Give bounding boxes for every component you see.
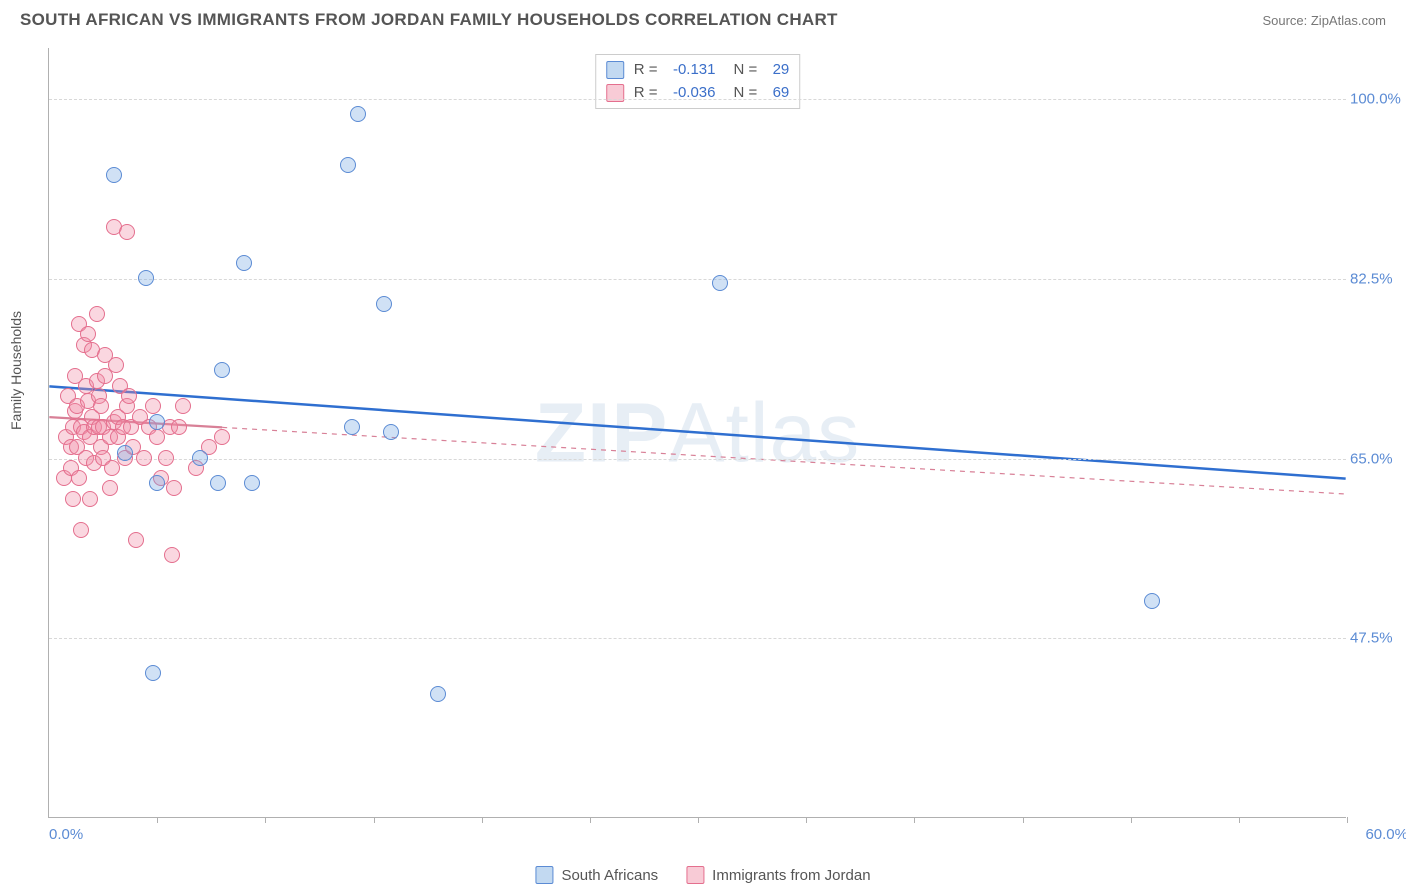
x-tick	[1131, 817, 1132, 823]
x-tick	[374, 817, 375, 823]
x-tick	[806, 817, 807, 823]
swatch-icon	[606, 61, 624, 79]
data-point	[376, 296, 392, 312]
n-value: 69	[763, 82, 789, 105]
y-axis-label: Family Households	[8, 311, 24, 430]
x-tick	[1239, 817, 1240, 823]
r-value: -0.131	[664, 59, 716, 82]
data-point	[192, 450, 208, 466]
legend-label: Immigrants from Jordan	[712, 867, 870, 884]
data-point	[164, 547, 180, 563]
watermark: ZIPAtlas	[535, 384, 860, 481]
trend-lines	[49, 48, 1346, 817]
watermark-atlas: Atlas	[668, 385, 860, 479]
data-point	[171, 419, 187, 435]
bottom-legend: South Africans Immigrants from Jordan	[535, 866, 870, 884]
x-axis-max-label: 60.0%	[1365, 826, 1406, 843]
data-point	[71, 470, 87, 486]
data-point	[82, 491, 98, 507]
swatch-icon	[686, 866, 704, 884]
watermark-zip: ZIP	[535, 385, 669, 479]
data-point	[145, 398, 161, 414]
gridline	[49, 279, 1346, 280]
data-point	[80, 326, 96, 342]
gridline	[49, 99, 1346, 100]
data-point	[236, 255, 252, 271]
x-tick	[1347, 817, 1348, 823]
data-point	[138, 270, 154, 286]
data-point	[210, 475, 226, 491]
data-point	[340, 157, 356, 173]
x-tick	[590, 817, 591, 823]
data-point	[344, 419, 360, 435]
stats-legend: R = -0.131 N = 29 R = -0.036 N = 69	[595, 54, 801, 109]
data-point	[149, 475, 165, 491]
data-point	[175, 398, 191, 414]
data-point	[1144, 593, 1160, 609]
data-point	[128, 532, 144, 548]
data-point	[65, 491, 81, 507]
data-point	[158, 450, 174, 466]
gridline	[49, 638, 1346, 639]
data-point	[108, 357, 124, 373]
y-tick-label: 47.5%	[1350, 630, 1406, 647]
data-point	[166, 480, 182, 496]
data-point	[145, 665, 161, 681]
r-label: R =	[634, 59, 658, 82]
chart-plot-area: ZIPAtlas R = -0.131 N = 29 R = -0.036 N …	[48, 48, 1346, 818]
r-value: -0.036	[664, 82, 716, 105]
swatch-icon	[535, 866, 553, 884]
data-point	[106, 167, 122, 183]
x-tick	[482, 817, 483, 823]
x-tick	[157, 817, 158, 823]
data-point	[383, 424, 399, 440]
data-point	[244, 475, 260, 491]
data-point	[214, 429, 230, 445]
data-point	[149, 414, 165, 430]
n-label: N =	[734, 59, 758, 82]
data-point	[214, 362, 230, 378]
x-tick	[1023, 817, 1024, 823]
data-point	[136, 450, 152, 466]
data-point	[712, 275, 728, 291]
gridline	[49, 459, 1346, 460]
y-tick-label: 82.5%	[1350, 271, 1406, 288]
data-point	[93, 398, 109, 414]
legend-item: Immigrants from Jordan	[686, 866, 870, 884]
data-point	[102, 480, 118, 496]
stats-row: R = -0.036 N = 69	[606, 82, 790, 105]
x-tick	[698, 817, 699, 823]
data-point	[73, 522, 89, 538]
x-tick	[265, 817, 266, 823]
data-point	[430, 686, 446, 702]
chart-title: SOUTH AFRICAN VS IMMIGRANTS FROM JORDAN …	[20, 10, 838, 30]
n-value: 29	[763, 59, 789, 82]
data-point	[121, 388, 137, 404]
y-tick-label: 65.0%	[1350, 450, 1406, 467]
data-point	[119, 224, 135, 240]
stats-row: R = -0.131 N = 29	[606, 59, 790, 82]
data-point	[117, 445, 133, 461]
y-tick-label: 100.0%	[1350, 91, 1406, 108]
source-label: Source: ZipAtlas.com	[1262, 13, 1386, 28]
data-point	[89, 306, 105, 322]
n-label: N =	[734, 82, 758, 105]
data-point	[350, 106, 366, 122]
x-axis-min-label: 0.0%	[49, 826, 83, 843]
legend-label: South Africans	[561, 867, 658, 884]
r-label: R =	[634, 82, 658, 105]
legend-item: South Africans	[535, 866, 658, 884]
x-tick	[914, 817, 915, 823]
